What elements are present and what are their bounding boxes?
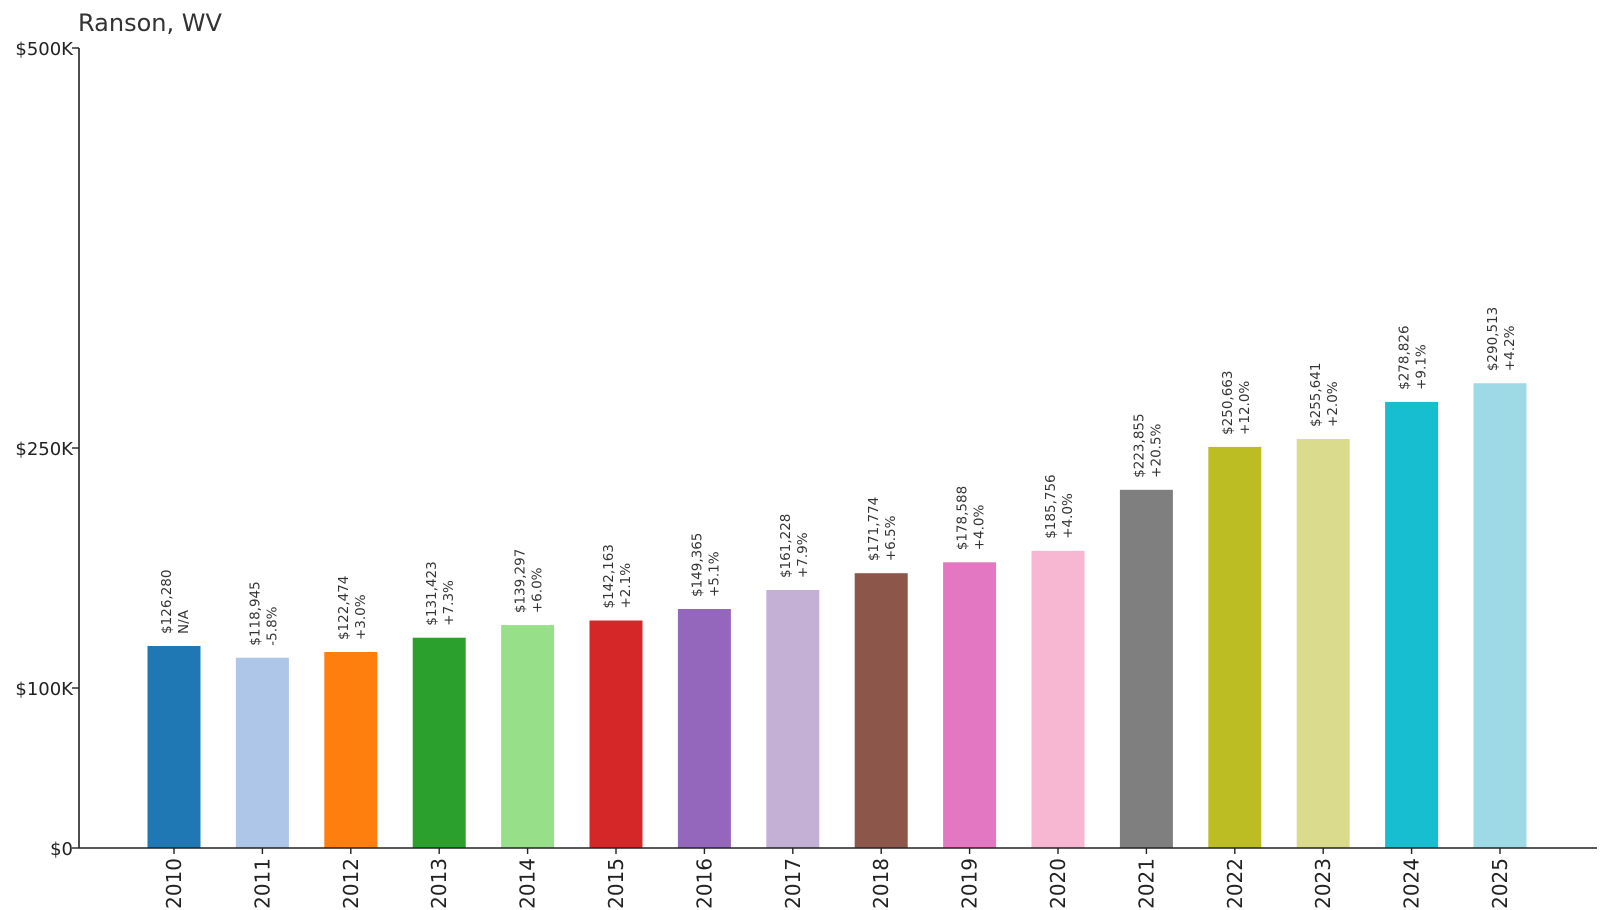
y-tick-label: $500K xyxy=(15,39,74,60)
value-label-2011: $118,945 xyxy=(247,581,263,645)
change-label-2011: -5.8% xyxy=(264,606,280,645)
y-tick-label: $0 xyxy=(50,839,73,860)
change-label-2022: +12.0% xyxy=(1237,381,1253,435)
x-tick-label-2017: 2017 xyxy=(781,858,805,909)
value-label-2015: $142,163 xyxy=(601,544,617,608)
bar-2024 xyxy=(1385,401,1439,848)
change-label-2025: +4.2% xyxy=(1502,325,1518,371)
change-label-2019: +4.0% xyxy=(972,504,988,550)
x-tick-label-2010: 2010 xyxy=(162,858,186,909)
value-label-2025: $290,513 xyxy=(1485,307,1501,371)
value-label-2018: $171,774 xyxy=(866,497,882,561)
bar-2020 xyxy=(1031,550,1085,848)
y-axis-ticks: $0 $100K $250K $500K xyxy=(15,39,79,860)
bar-2021 xyxy=(1119,489,1173,848)
bar-2016 xyxy=(677,609,731,848)
bar-2019 xyxy=(943,562,997,848)
value-label-2013: $131,423 xyxy=(424,561,440,625)
x-tick-label-2020: 2020 xyxy=(1046,858,1070,909)
x-tick-label-2025: 2025 xyxy=(1488,858,1512,909)
change-label-2020: +4.0% xyxy=(1060,493,1076,539)
x-tick-label-2018: 2018 xyxy=(869,858,893,909)
value-label-2014: $139,297 xyxy=(513,549,529,613)
bar-2014 xyxy=(501,625,555,848)
change-label-2010: N/A xyxy=(176,609,192,634)
x-tick-label-2011: 2011 xyxy=(250,858,274,909)
bar-2023 xyxy=(1296,439,1350,848)
change-label-2016: +5.1% xyxy=(706,551,722,597)
bar-2013 xyxy=(412,637,466,848)
x-tick-label-2013: 2013 xyxy=(427,858,451,909)
value-label-2022: $250,663 xyxy=(1220,371,1236,435)
y-tick-label: $100K xyxy=(15,679,74,700)
bar-2015 xyxy=(589,620,643,848)
value-label-2023: $255,641 xyxy=(1308,363,1324,427)
x-tick-label-2012: 2012 xyxy=(339,858,363,909)
change-label-2014: +6.0% xyxy=(530,567,546,613)
x-tick-label-2022: 2022 xyxy=(1223,858,1247,909)
value-label-2020: $185,756 xyxy=(1043,474,1059,538)
value-label-2021: $223,855 xyxy=(1131,413,1147,477)
change-label-2012: +3.0% xyxy=(353,594,369,640)
bar-2010 xyxy=(147,646,201,848)
bar-2017 xyxy=(766,590,820,848)
x-axis-ticks: 2010 2011 2012 2013 2014 2015 2016 2017 2018 2019… xyxy=(162,848,1512,909)
x-tick-label-2024: 2024 xyxy=(1400,858,1424,909)
value-label-2019: $178,588 xyxy=(955,486,971,550)
data-labels-group: $126,280 N/A $118,945 -5.8% $122,474 +3.0% $13… xyxy=(159,307,1518,646)
value-label-2017: $161,228 xyxy=(778,514,794,578)
change-label-2018: +6.5% xyxy=(883,515,899,561)
x-tick-label-2021: 2021 xyxy=(1134,858,1158,909)
chart-title: Ranson, WV xyxy=(78,9,222,37)
value-label-2016: $149,365 xyxy=(689,533,705,597)
bar-2025 xyxy=(1473,383,1527,848)
y-tick-label: $250K xyxy=(15,439,74,460)
bar-2018 xyxy=(854,573,908,848)
bars-group xyxy=(147,383,1527,848)
bar-2022 xyxy=(1208,446,1262,848)
value-label-2012: $122,474 xyxy=(336,576,352,640)
x-tick-label-2019: 2019 xyxy=(958,858,982,909)
x-tick-label-2014: 2014 xyxy=(516,858,540,909)
change-label-2017: +7.9% xyxy=(795,532,811,578)
change-label-2023: +2.0% xyxy=(1325,381,1341,427)
change-label-2013: +7.3% xyxy=(441,580,457,626)
x-tick-label-2023: 2023 xyxy=(1311,858,1335,909)
change-label-2021: +20.5% xyxy=(1148,423,1164,477)
value-label-2024: $278,826 xyxy=(1397,325,1413,389)
x-tick-label-2016: 2016 xyxy=(692,858,716,909)
change-label-2024: +9.1% xyxy=(1414,344,1430,390)
x-tick-label-2015: 2015 xyxy=(604,858,628,909)
bar-2012 xyxy=(324,652,378,848)
change-label-2015: +2.1% xyxy=(618,563,634,609)
bar-2011 xyxy=(235,657,289,848)
value-label-2010: $126,280 xyxy=(159,570,175,634)
